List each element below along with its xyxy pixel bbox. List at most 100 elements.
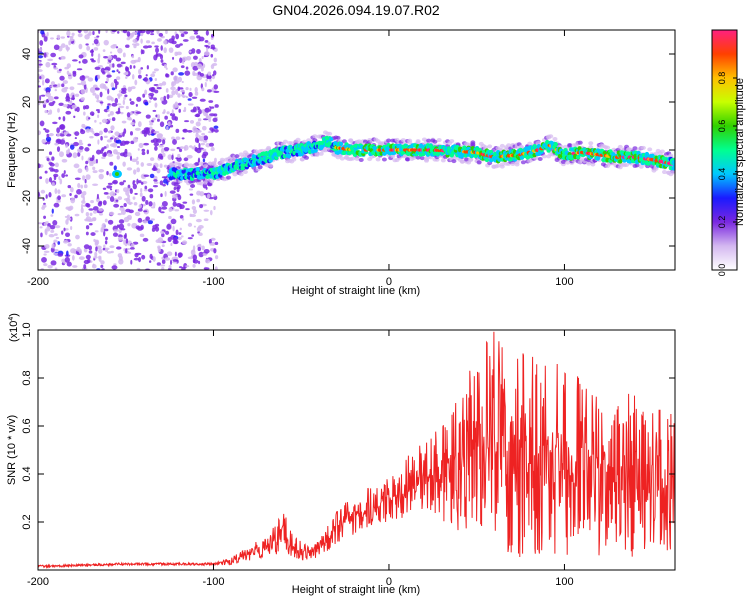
noise-blob bbox=[103, 230, 106, 237]
ridge-core bbox=[575, 154, 581, 160]
noise-blob bbox=[141, 174, 145, 179]
noise-blob bbox=[160, 193, 163, 198]
noise-blob bbox=[150, 73, 156, 78]
noise-blob bbox=[132, 38, 139, 43]
noise-blob bbox=[209, 78, 212, 82]
noise-blob bbox=[179, 215, 184, 219]
noise-blob bbox=[170, 259, 173, 265]
noise-blob bbox=[68, 205, 74, 211]
noise-blob bbox=[201, 245, 205, 251]
noise-blob bbox=[207, 71, 212, 76]
noise-blob bbox=[124, 141, 129, 145]
noise-blob bbox=[116, 188, 120, 194]
noise-blob bbox=[208, 238, 212, 244]
noise-blob bbox=[134, 252, 139, 258]
noise-blob bbox=[192, 65, 199, 71]
noise-blob bbox=[65, 144, 68, 148]
noise-blob bbox=[161, 232, 165, 238]
noise-blob bbox=[187, 103, 194, 106]
noise-blob bbox=[142, 93, 146, 98]
noise-blob bbox=[56, 139, 61, 143]
snr-panel: -200 -100 0 100 0.2 0.4 0.6 0.8 1.0 Height of s… bbox=[6, 313, 676, 596]
noise-blob bbox=[116, 76, 121, 80]
noise-blob bbox=[175, 229, 179, 236]
noise-blob bbox=[53, 96, 59, 100]
colorbar-label: Normalized spectral amplitude bbox=[734, 78, 746, 226]
ridge-halo bbox=[400, 138, 406, 143]
noise-blob bbox=[124, 94, 128, 98]
noise-blob bbox=[198, 232, 203, 237]
noise-blob bbox=[50, 85, 53, 88]
noise-blob bbox=[177, 93, 181, 98]
noise-blob bbox=[116, 155, 120, 160]
noise-blob bbox=[198, 135, 202, 141]
noise-blob bbox=[61, 83, 65, 88]
noise-blob bbox=[126, 31, 131, 37]
ridge-halo bbox=[520, 160, 526, 165]
noise-blob bbox=[167, 121, 171, 127]
noise-blob bbox=[203, 55, 207, 58]
noise-blob bbox=[182, 109, 186, 113]
noise-blob bbox=[78, 43, 83, 50]
noise-blob bbox=[63, 239, 69, 244]
noise-blob bbox=[46, 157, 50, 161]
noise-blob bbox=[99, 122, 102, 125]
spectrogram-y-tick-label: 40 bbox=[21, 48, 33, 60]
noise-blob bbox=[93, 256, 98, 259]
noise-blob bbox=[152, 165, 156, 171]
noise-blob bbox=[45, 92, 51, 98]
noise-blob bbox=[143, 76, 149, 82]
noise-blob bbox=[140, 181, 144, 185]
noise-blob bbox=[111, 181, 117, 184]
noise-blob bbox=[153, 175, 158, 180]
noise-blob bbox=[43, 215, 47, 219]
noise-blob bbox=[136, 267, 141, 270]
ridge-halo bbox=[335, 135, 341, 140]
noise-blob bbox=[98, 130, 103, 136]
noise-blob bbox=[94, 251, 98, 258]
noise-blob bbox=[169, 190, 176, 194]
ridge-halo bbox=[632, 146, 638, 151]
noise-blob bbox=[58, 151, 64, 158]
noise-blob bbox=[50, 37, 54, 40]
noise-blob bbox=[57, 189, 61, 194]
noise-blob bbox=[174, 88, 179, 95]
noise-blob bbox=[82, 175, 86, 181]
noise-blob bbox=[48, 177, 53, 183]
noise-blob bbox=[178, 108, 181, 113]
noise-blob bbox=[129, 101, 135, 105]
noise-blob bbox=[210, 237, 216, 241]
noise-blob bbox=[146, 65, 149, 70]
noise-blob bbox=[100, 260, 105, 265]
ridge-halo bbox=[577, 140, 583, 145]
ridge-halo bbox=[350, 156, 356, 161]
noise-blob bbox=[97, 53, 101, 59]
noise-blob bbox=[49, 225, 56, 230]
noise-blob bbox=[140, 38, 143, 44]
noise-blob bbox=[140, 30, 146, 34]
noise-blob bbox=[131, 31, 137, 35]
noise-blob bbox=[112, 232, 118, 237]
ridge-halo bbox=[495, 163, 501, 168]
noise-blob bbox=[52, 100, 56, 104]
noise-blob bbox=[38, 63, 43, 66]
noise-blob bbox=[145, 74, 148, 77]
noise-blob bbox=[208, 142, 214, 147]
spectrogram-x-tick-label: 100 bbox=[555, 276, 573, 288]
noise-blob bbox=[83, 111, 86, 116]
snr-y-tick-label: 0.4 bbox=[21, 466, 33, 481]
noise-blob bbox=[77, 142, 84, 146]
noise-blob bbox=[132, 196, 136, 200]
colorbar-tick-label: 0.6 bbox=[717, 120, 727, 133]
noise-blob bbox=[157, 114, 161, 120]
noise-blob bbox=[109, 51, 113, 54]
ridge-halo bbox=[242, 169, 248, 174]
spectrogram-x-label: Height of straight line (km) bbox=[292, 285, 420, 297]
noise-blob bbox=[127, 222, 131, 227]
noise-blob bbox=[126, 37, 131, 41]
noise-blob bbox=[205, 115, 212, 120]
noise-blob bbox=[43, 202, 46, 206]
noise-blob bbox=[141, 254, 146, 260]
ridge-halo bbox=[405, 157, 411, 162]
noise-blob bbox=[39, 40, 44, 46]
